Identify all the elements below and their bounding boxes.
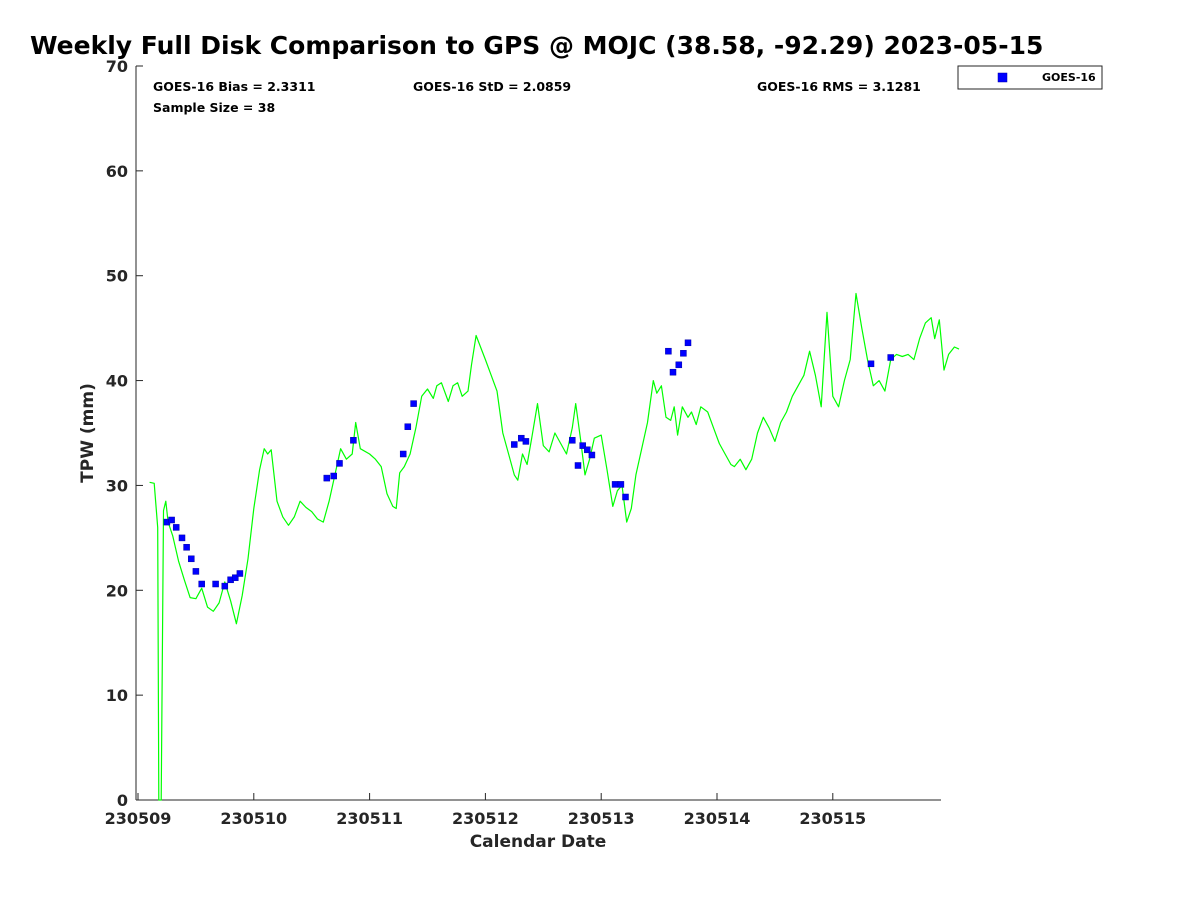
x-tick-label: 230509 [105, 809, 172, 828]
goes-data-point [584, 446, 591, 454]
goes-data-point [188, 555, 195, 563]
goes-data-point [168, 516, 175, 524]
y-tick-label: 30 [106, 476, 128, 495]
goes-data-point [221, 582, 229, 590]
goes-data-point [511, 441, 518, 448]
x-tick-label: 230511 [336, 809, 403, 828]
goes-data-point [669, 368, 677, 376]
x-axis-title: Calendar Date [470, 832, 607, 852]
goes-data-point [684, 339, 692, 347]
goes-data-point [404, 423, 412, 430]
goes-data-point [574, 462, 582, 469]
y-tick-label: 70 [106, 57, 128, 76]
goes-data-point [617, 481, 625, 488]
goes-data-point [611, 481, 619, 488]
chart-title: Weekly Full Disk Comparison to GPS @ MOJ… [30, 31, 1043, 60]
goes-data-point [887, 354, 894, 361]
y-axis-title: TPW (mm) [78, 383, 98, 483]
y-tick-label: 60 [106, 162, 128, 181]
goes-data-point [680, 350, 687, 357]
goes-data-point [665, 347, 672, 355]
goes-data-point [569, 437, 576, 444]
goes-data-point [675, 361, 683, 369]
goes-data-point [212, 580, 219, 588]
rms-annotation: GOES-16 RMS = 3.1281 [757, 79, 921, 94]
goes-data-point [350, 437, 357, 444]
goes-data-point [588, 451, 596, 459]
goes-data-point [330, 472, 337, 480]
goes-data-point [522, 438, 530, 445]
goes-data-point [178, 534, 186, 542]
x-tick-label: 230510 [220, 809, 287, 828]
y-tick-label: 20 [106, 581, 128, 600]
goes-data-point [183, 544, 190, 551]
sample-size-annotation: Sample Size = 38 [153, 100, 275, 115]
bias-annotation: GOES-16 Bias = 2.3311 [153, 79, 315, 94]
x-tick-label: 230512 [452, 809, 519, 828]
goes-data-point [336, 460, 343, 467]
goes-data-point [236, 570, 244, 577]
x-tick-label: 230514 [684, 809, 751, 828]
goes-series-markers [163, 339, 894, 590]
plot-area [149, 292, 960, 801]
legend-marker [997, 72, 1008, 83]
goes-data-point [198, 580, 205, 588]
y-tick-label: 10 [106, 686, 128, 705]
goes-data-point [399, 450, 407, 458]
goes-data-point [410, 400, 417, 407]
goes-data-point [867, 360, 875, 368]
goes-data-point [192, 568, 200, 575]
goes-data-point [622, 493, 629, 501]
y-tick-label: 0 [117, 791, 128, 810]
y-tick-label: 40 [106, 372, 128, 391]
std-annotation: GOES-16 StD = 2.0859 [413, 79, 571, 94]
legend: GOES-16 [957, 65, 1103, 90]
gps-series-line [149, 292, 960, 801]
x-tick-label: 230513 [568, 809, 635, 828]
legend-label: GOES-16 [1042, 71, 1096, 84]
x-tick-label: 230515 [799, 809, 866, 828]
legend-box [957, 65, 1103, 90]
x-ticks: 230509 230510 230511 230512 230513 230514 2305… [105, 793, 866, 828]
goes-data-point [232, 574, 239, 581]
y-tick-label: 50 [106, 267, 128, 286]
goes-data-point [579, 442, 586, 449]
y-ticks: 0 10 20 30 40 50 60 70 [106, 57, 143, 810]
goes-data-point [323, 474, 331, 482]
goes-data-point [172, 524, 180, 531]
